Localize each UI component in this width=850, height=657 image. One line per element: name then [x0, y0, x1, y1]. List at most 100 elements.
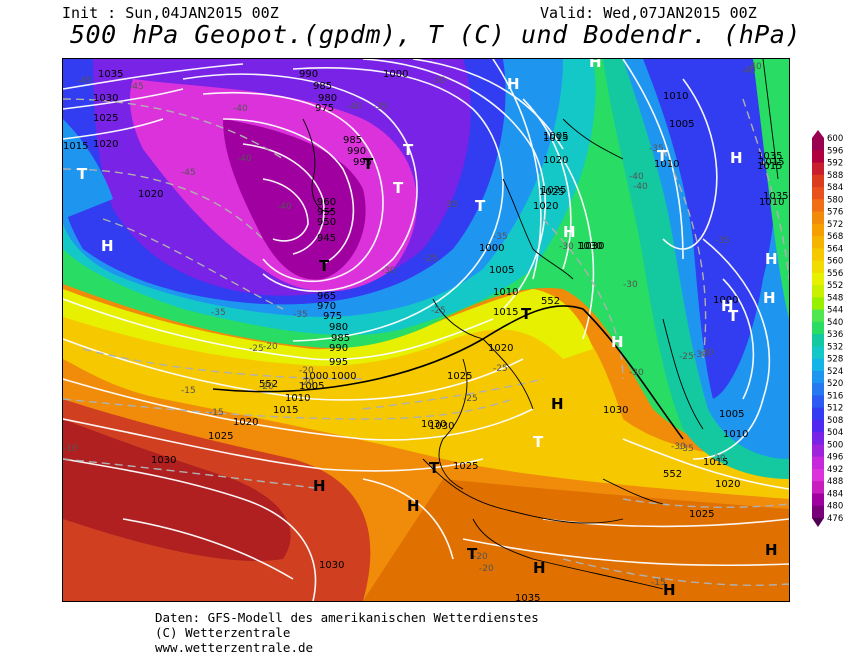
- scale-tick-label: 496: [827, 453, 843, 463]
- map-label: 1015: [703, 457, 728, 468]
- scale-tick-label: 532: [827, 342, 843, 352]
- map-label: 1015: [273, 405, 298, 416]
- map-label: 1010: [285, 393, 310, 404]
- scale-swatch: [812, 174, 824, 188]
- map-label: -35: [679, 444, 694, 454]
- map-label: 1025: [453, 461, 478, 472]
- scale-swatch: [812, 309, 824, 323]
- scale-swatch: [812, 211, 824, 225]
- map-label: -25: [249, 344, 264, 354]
- scale-swatch: [812, 383, 824, 396]
- map-label: 1010: [493, 287, 518, 298]
- map-label: 1000: [303, 371, 328, 382]
- scale-tick-label: 540: [827, 318, 843, 328]
- map-label: 1000: [383, 69, 408, 80]
- scale-swatch: [812, 370, 824, 384]
- map-label: 1005: [719, 409, 744, 420]
- map-label: -20: [479, 564, 494, 574]
- scale-swatch: [812, 444, 824, 458]
- height-label-552: 552: [541, 296, 560, 307]
- region-orange-east: [363, 479, 789, 601]
- map-label: H: [101, 237, 114, 255]
- map-label: -35: [211, 308, 226, 318]
- map-label: H: [589, 59, 602, 71]
- map-label: -30: [699, 348, 714, 358]
- map-label: 1020: [233, 417, 258, 428]
- region-east-blue: [643, 59, 777, 399]
- region-red-core: [63, 419, 291, 561]
- map-label: 970: [317, 301, 336, 312]
- map-label: T: [728, 307, 739, 325]
- footer-line: www.wetterzentrale.de: [155, 640, 314, 655]
- scale-swatch: [812, 187, 824, 200]
- map-label: T: [467, 545, 478, 563]
- map-label: 995: [353, 157, 372, 168]
- map-label: -45: [181, 168, 196, 178]
- map-label: -20: [263, 342, 278, 352]
- map-label: 1025: [93, 113, 118, 124]
- scale-swatch: [812, 285, 824, 298]
- map-label: 1020: [533, 201, 558, 212]
- map-label: T: [429, 459, 440, 477]
- map-label: -40: [747, 62, 762, 72]
- scale-tick-label: 504: [827, 428, 843, 438]
- map-label: T: [521, 305, 532, 323]
- map-label: 1020: [138, 189, 163, 200]
- scale-tick-label: 576: [827, 208, 843, 218]
- scale-swatch: [812, 150, 824, 164]
- map-label: 985: [331, 333, 350, 344]
- scale-swatch: [812, 223, 824, 237]
- scale-arrow-top: [812, 130, 824, 138]
- scale-swatch: [812, 505, 824, 519]
- isobars: [63, 59, 789, 601]
- map-label: 1000: [713, 295, 738, 306]
- map-label: -40: [233, 104, 248, 114]
- scale-swatch: [812, 456, 824, 470]
- map-label: 1025: [539, 187, 564, 198]
- map-label: 1015: [759, 157, 784, 168]
- scale-tick-label: 516: [827, 391, 843, 401]
- scale-swatch: [812, 334, 824, 347]
- map-label: -40: [629, 172, 644, 182]
- map-label: -35: [373, 102, 388, 112]
- scale-tick-label: 520: [827, 379, 843, 389]
- map-label: H: [765, 541, 778, 559]
- map-label: H: [663, 581, 676, 599]
- map-label: 975: [323, 311, 342, 322]
- map-label: -30: [381, 266, 396, 276]
- map-label: 960: [317, 197, 336, 208]
- scale-swatch: [812, 272, 824, 286]
- map-label: 1005: [489, 265, 514, 276]
- height-label-552: 552: [663, 469, 682, 480]
- map-label: 975: [315, 103, 334, 114]
- map-label: 980: [329, 322, 348, 333]
- pressure-centers: H H T T T T T H H H T H H T T H H H H T …: [77, 59, 778, 599]
- map-label: 1025: [541, 185, 566, 196]
- chart-title: 500 hPa Geopot.(gpdm), T (C) und Bodendr…: [70, 20, 801, 49]
- map-label: -25: [493, 364, 508, 374]
- scale-swatch: [812, 407, 824, 421]
- map-label: 1000: [331, 371, 356, 382]
- map-label: 1030: [579, 241, 604, 252]
- map-label: H: [730, 149, 743, 167]
- map-label: 980: [318, 93, 337, 104]
- footer-line: Daten: GFS-Modell des amerikanischen Wet…: [155, 610, 539, 625]
- map-label: 1030: [151, 455, 176, 466]
- map-label: 985: [313, 81, 332, 92]
- scale-tick-label: 500: [827, 440, 843, 450]
- scale-tick-label: 476: [827, 514, 843, 524]
- map-label: 985: [343, 135, 362, 146]
- map-label: -25: [423, 254, 438, 264]
- map-label: 1025: [447, 371, 472, 382]
- map-label: T: [475, 197, 486, 215]
- map-label: 995: [329, 357, 348, 368]
- map-label: 1020: [488, 343, 513, 354]
- map-label: 990: [299, 69, 318, 80]
- map-label: H: [765, 250, 778, 268]
- map-label: -40: [347, 102, 362, 112]
- map-label: 1010: [723, 429, 748, 440]
- map-label: -15: [181, 386, 196, 396]
- map-label: -30: [671, 442, 686, 452]
- scale-tick-label: 536: [827, 330, 843, 340]
- map-label: H: [611, 333, 624, 351]
